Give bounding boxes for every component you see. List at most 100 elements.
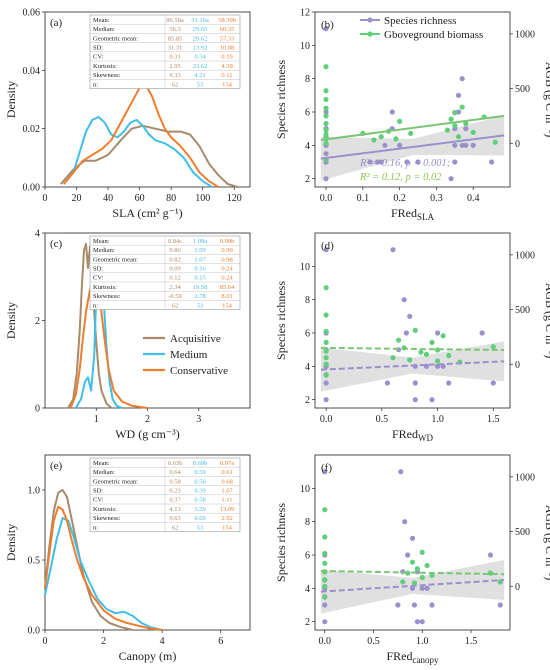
stats-row-label: CV: xyxy=(93,275,104,282)
species-point xyxy=(446,380,452,386)
stats-cell: 0.23 xyxy=(169,488,180,495)
species-point xyxy=(470,142,476,148)
stats-cell: 58.39b xyxy=(218,17,236,24)
stats-cell: 4.13 xyxy=(169,506,180,513)
right-ytick-label: 0 xyxy=(515,582,520,593)
agb-point xyxy=(323,312,329,318)
panel-c-xtick-label: 3 xyxy=(196,414,201,425)
stats-cell: 154 xyxy=(222,524,233,531)
species-point xyxy=(411,602,418,608)
stats-row-label: n: xyxy=(93,302,98,309)
right-ytick-label: 500 xyxy=(515,305,530,316)
panel-f: 0.0 0.5 1.0 1.5 2 4 6 8 10 0 500 1000 (f) FRedcanopy S… xyxy=(274,454,550,665)
panel-e-frame xyxy=(44,454,251,631)
agb-point xyxy=(429,572,435,578)
agb-point xyxy=(452,123,458,129)
agb-point xyxy=(459,104,465,110)
panel-label: (e) xyxy=(50,460,63,472)
panel-a-xtick-label: 20 xyxy=(72,193,82,204)
agb-fit-line xyxy=(320,346,505,352)
panel-e-xtick-label: 4 xyxy=(160,636,165,647)
stats-cell: 0.68 xyxy=(221,478,232,485)
panel-b-frame xyxy=(314,11,511,188)
stats-cell: 86.58a xyxy=(166,17,184,24)
panel-c-ytick-label: 2 xyxy=(35,316,40,327)
panel-f-ytick-label: 4 xyxy=(305,584,310,595)
stats-table: Mean: 0.84c 1.09a 0.99b Median: 0.86 1.09 0.99 G… xyxy=(89,235,241,310)
y-axis-label: Species richness xyxy=(274,60,288,139)
stats-cell: 1.11 xyxy=(221,497,232,504)
panel-a-xtick-label: 120 xyxy=(227,193,242,204)
species-point xyxy=(407,313,413,319)
stats-cell: 0.98 xyxy=(221,256,232,263)
stats-cell: 0.82 xyxy=(169,256,180,263)
species-point xyxy=(490,380,496,386)
species-point xyxy=(497,602,503,608)
agb-point xyxy=(323,339,329,345)
stats-cell: 0.69b xyxy=(193,460,208,467)
legend-label-conservative: Conservative xyxy=(170,365,228,377)
stats-row-label: n: xyxy=(93,81,98,88)
panel-a-frame xyxy=(44,11,251,188)
agb-point xyxy=(322,550,328,557)
y-axis-label: Density xyxy=(4,524,18,561)
panel-e: 0 2 4 6 0.0 0.5 1.0 (e) Canopy (m) Density Mean: 0.… xyxy=(4,454,251,663)
stats-cell: 0.31 xyxy=(169,54,180,61)
agb-point xyxy=(371,137,377,143)
stats-row-label: Geometric mean: xyxy=(93,35,138,42)
stats-row-label: CV: xyxy=(93,54,104,61)
right-ytick-label: 1000 xyxy=(515,29,535,40)
panel-b-ytick-label: 2 xyxy=(305,174,310,185)
stats-cell: 1.07 xyxy=(221,488,233,495)
panel-d-xtick-label: 1.5 xyxy=(487,414,500,425)
legend-label-medium: Medium xyxy=(170,349,208,361)
right-ytick-label: 1000 xyxy=(515,472,535,483)
agb-point xyxy=(323,355,329,361)
panel-c-ytick-label: 0 xyxy=(35,404,40,415)
stats-cell: 51.16a xyxy=(191,17,209,24)
species-point xyxy=(424,585,430,591)
agb-point xyxy=(378,134,384,140)
stats-table: Mean: 0.63b 0.69b 0.97a Median: 0.64 0.59 0.61 G… xyxy=(89,457,241,532)
stats-cell: 0.24 xyxy=(221,266,233,273)
stats-cell: 4.39 xyxy=(221,63,232,70)
stats-row-label: Kurtosis: xyxy=(93,284,117,291)
agb-point xyxy=(463,120,469,127)
panel-d-ytick-label: 10 xyxy=(300,262,310,273)
stats-cell: 23.62 xyxy=(193,63,208,70)
stats-row-label: SD: xyxy=(93,45,103,52)
species-point xyxy=(404,159,410,165)
agb-point xyxy=(452,110,458,116)
y-axis-label: Density xyxy=(4,81,18,118)
agb-point xyxy=(323,285,329,291)
stats-cell: -0.59 xyxy=(168,293,182,300)
agb-point xyxy=(322,577,328,583)
agb-point xyxy=(400,579,406,585)
panel-a-ytick-label: 0.04 xyxy=(23,66,41,77)
agb-point xyxy=(323,361,329,367)
agb-point xyxy=(423,351,430,358)
panel-label: (a) xyxy=(50,17,63,29)
agb-point xyxy=(411,580,418,586)
panel-d-ytick-label: 4 xyxy=(305,362,310,373)
species-point xyxy=(403,330,409,336)
panel-f-xtick-label: 0.5 xyxy=(367,636,380,647)
panel-b-ytick-label: 10 xyxy=(300,41,310,52)
stats-cell: 0.63 xyxy=(169,515,180,522)
panel-a-xtick-label: 60 xyxy=(135,193,145,204)
stats-cell: 0.33 xyxy=(169,72,180,79)
panel-a-ytick-label: 0.00 xyxy=(23,183,41,194)
stats-row-label: Median: xyxy=(93,26,115,33)
panel-a: 0 20 40 60 80 100 120 0.00 0.02 0.04 0.06 (a) SLA (c… xyxy=(4,8,251,220)
species-point xyxy=(389,109,395,115)
stats-cell: 0.37 xyxy=(169,497,181,504)
stats-cell: 0.39 xyxy=(194,488,205,495)
legend-marker-species xyxy=(367,17,373,23)
panel-b: 0.0 0.1 0.2 0.3 0.4 2 4 6 8 10 12 0 500 1000 (b) FRedSL… xyxy=(274,8,550,223)
stats-cell: 62 xyxy=(172,81,179,88)
agb-point xyxy=(393,136,399,142)
agb-point xyxy=(487,570,494,576)
agb-point xyxy=(390,355,396,361)
annotation-agb: R² = 0.12, p = 0.02 xyxy=(359,172,442,183)
stats-cell: 0.64 xyxy=(169,469,181,476)
